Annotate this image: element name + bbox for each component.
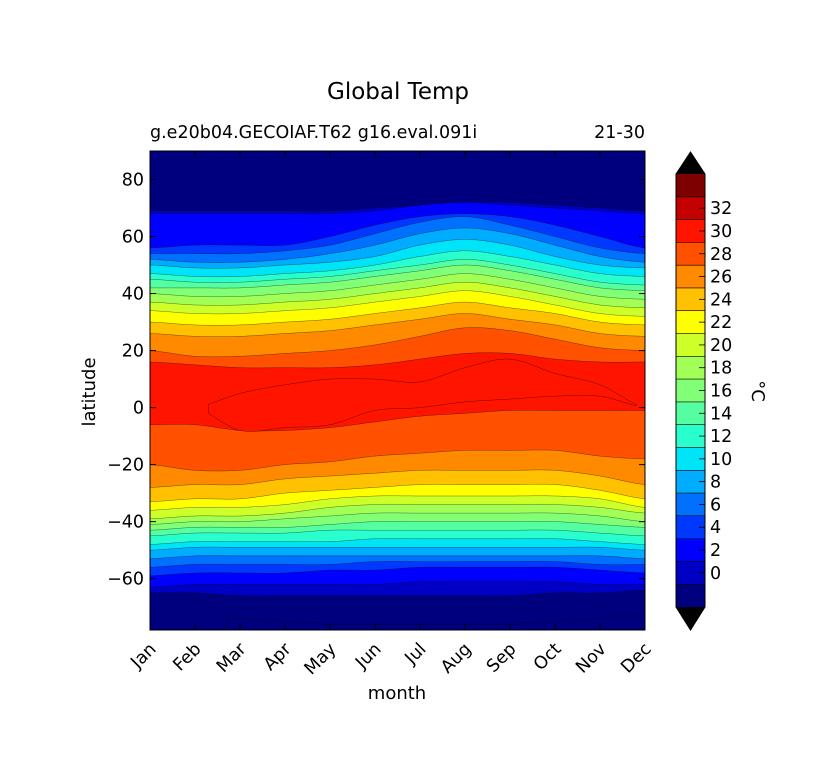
colorbar-tick-label: 6 bbox=[710, 495, 721, 515]
y-tick-label: 80 bbox=[122, 171, 144, 191]
x-tick-label: Sep bbox=[483, 639, 520, 676]
colorbar-swatch bbox=[676, 333, 705, 357]
plot-frame bbox=[149, 150, 646, 631]
chart-title: Global Temp bbox=[327, 79, 469, 105]
colorbar-swatch bbox=[676, 356, 705, 380]
x-tick-label: Aug bbox=[437, 639, 475, 677]
x-tick-label: Mar bbox=[213, 639, 251, 677]
x-tick-label: Jun bbox=[351, 639, 385, 673]
x-tick-label: Feb bbox=[169, 639, 205, 675]
colorbar-tick-label: 22 bbox=[710, 313, 732, 333]
chart-subtitle-left: g.e20b04.GECOIAF.T62 g16.eval.091i bbox=[150, 123, 477, 143]
colorbar-tick-label: 18 bbox=[710, 359, 732, 379]
colorbar-swatch bbox=[676, 584, 705, 608]
colorbar-outline bbox=[675, 151, 706, 631]
contour-plot-area bbox=[150, 151, 645, 630]
colorbar-tick-label: 26 bbox=[710, 268, 732, 288]
colorbar-tick-label: 10 bbox=[710, 450, 732, 470]
colorbar-tick-label: 30 bbox=[710, 222, 732, 242]
colorbar-tick-label: 20 bbox=[710, 336, 732, 356]
colorbar-swatch bbox=[676, 493, 705, 517]
colorbar-swatch bbox=[676, 219, 705, 243]
colorbar-swatch bbox=[676, 424, 705, 448]
x-tick-label: Jul bbox=[401, 639, 431, 669]
y-tick-label: −40 bbox=[107, 513, 144, 533]
x-tick-label: Apr bbox=[260, 639, 296, 675]
x-tick-label: May bbox=[301, 639, 341, 679]
y-axis: 80 60 40 20 0 −20 −40 −60 bbox=[107, 171, 645, 590]
y-tick-label: −60 bbox=[107, 570, 144, 590]
colorbar-swatch bbox=[676, 287, 705, 312]
colorbar-tick-label: 16 bbox=[710, 382, 732, 402]
chart-subtitle-right: 21-30 bbox=[594, 123, 645, 143]
colorbar-swatch bbox=[676, 401, 705, 426]
contour-band-warm-core bbox=[208, 358, 637, 432]
y-tick-label: 60 bbox=[122, 228, 144, 248]
colorbar-swatch bbox=[676, 515, 705, 540]
colorbar-tick-label: 14 bbox=[710, 404, 732, 424]
colorbar-extend-min-arrow bbox=[676, 607, 705, 630]
colorbar-swatch bbox=[676, 310, 705, 334]
x-tick-label: Dec bbox=[617, 639, 655, 677]
colorbar-swatch bbox=[676, 447, 705, 471]
x-tick-label: Jan bbox=[127, 639, 161, 673]
colorbar-label: °C bbox=[747, 380, 768, 402]
colorbar-swatch bbox=[676, 265, 705, 289]
colorbar-swatch bbox=[676, 196, 705, 220]
colorbar-swatch bbox=[676, 538, 705, 562]
x-tick-label: Oct bbox=[530, 639, 566, 675]
colorbar-tick-label: 28 bbox=[710, 245, 732, 265]
colorbar-tick-label: 0 bbox=[710, 564, 721, 584]
colorbar-swatch bbox=[676, 561, 705, 585]
y-tick-label: 20 bbox=[122, 342, 144, 362]
colorbar-tick-label: 4 bbox=[710, 518, 721, 538]
colorbar-tick-label: 32 bbox=[710, 199, 732, 219]
x-tick-label: Nov bbox=[572, 639, 610, 677]
colorbar-swatch bbox=[676, 242, 705, 266]
colorbar-tick-label: 8 bbox=[710, 473, 721, 493]
colorbar-tick-label: 24 bbox=[710, 290, 732, 310]
colorbar-swatch bbox=[676, 470, 705, 494]
x-axis-label: month bbox=[368, 683, 426, 704]
contour-band-south-pole-cold bbox=[226, 612, 645, 630]
y-tick-label: −20 bbox=[107, 456, 144, 476]
colorbar-extend-max-arrow bbox=[676, 152, 705, 174]
y-axis-label: latitude bbox=[79, 357, 100, 426]
y-tick-label: 0 bbox=[133, 399, 144, 419]
colorbar-tick-label: 12 bbox=[710, 427, 732, 447]
colorbar-swatch bbox=[676, 174, 705, 198]
y-tick-label: 40 bbox=[122, 285, 144, 305]
colorbar-swatch bbox=[676, 379, 705, 403]
colorbar-tick-label: 2 bbox=[710, 541, 721, 561]
